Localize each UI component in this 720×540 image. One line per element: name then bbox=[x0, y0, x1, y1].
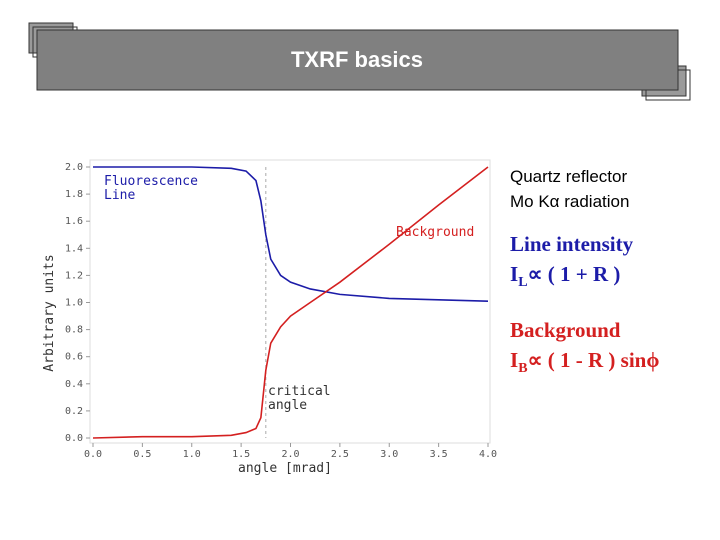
line-formula: IL∝ ( 1 + R ) bbox=[510, 262, 620, 291]
y-tick-label: 1.2 bbox=[65, 270, 83, 281]
x-tick-label: 4.0 bbox=[479, 449, 497, 460]
x-tick-label: 3.0 bbox=[380, 449, 398, 460]
slide-title: TXRF basics bbox=[291, 47, 423, 72]
y-tick-label: 0.2 bbox=[65, 406, 83, 417]
y-tick-label: 0.4 bbox=[65, 379, 83, 390]
formula: ∝ ( 1 - R ) sinϕ bbox=[527, 348, 660, 372]
y-tick-label: 1.0 bbox=[65, 298, 83, 309]
annotation: critical angle bbox=[268, 384, 331, 413]
bg-heading: Background bbox=[510, 318, 621, 342]
x-tick-label: 2.0 bbox=[281, 449, 299, 460]
x-tick-label: 0.5 bbox=[133, 449, 151, 460]
x-tick-label: 0.0 bbox=[84, 449, 102, 460]
x-tick-label: 3.5 bbox=[430, 449, 448, 460]
y-tick-label: 2.0 bbox=[65, 162, 83, 173]
x-tick-label: 1.5 bbox=[232, 449, 250, 460]
x-axis-label: angle [mrad] bbox=[238, 461, 332, 476]
series-line bbox=[92, 166, 489, 439]
symbol: I bbox=[510, 348, 519, 372]
formula: ∝ ( 1 + R ) bbox=[527, 262, 621, 286]
y-tick-label: 0.8 bbox=[65, 325, 83, 336]
x-tick-label: 1.0 bbox=[183, 449, 201, 460]
y-tick-label: 0.6 bbox=[65, 352, 83, 363]
line-heading: Line intensity bbox=[510, 232, 634, 256]
series-label: Background bbox=[396, 225, 475, 240]
reflector: Quartz reflector bbox=[510, 167, 628, 186]
title-bar bbox=[36, 29, 679, 91]
y-tick-label: 1.6 bbox=[65, 216, 83, 227]
y-tick-label: 1.4 bbox=[65, 243, 83, 254]
subscript: B bbox=[518, 361, 528, 377]
x-tick-label: 2.5 bbox=[331, 449, 349, 460]
y-tick-label: 1.8 bbox=[65, 189, 83, 200]
subscript: L bbox=[518, 275, 528, 291]
radiation: Mo Kα radiation bbox=[510, 192, 630, 211]
y-tick-label: 0.0 bbox=[65, 433, 83, 444]
series-label: Fluorescence Line bbox=[104, 174, 198, 203]
y-axis-label: Arbitrary units bbox=[42, 254, 57, 372]
bg-formula: IB∝ ( 1 - R ) sinϕ bbox=[510, 348, 659, 377]
series-line bbox=[93, 166, 489, 302]
symbol: I bbox=[510, 262, 519, 286]
